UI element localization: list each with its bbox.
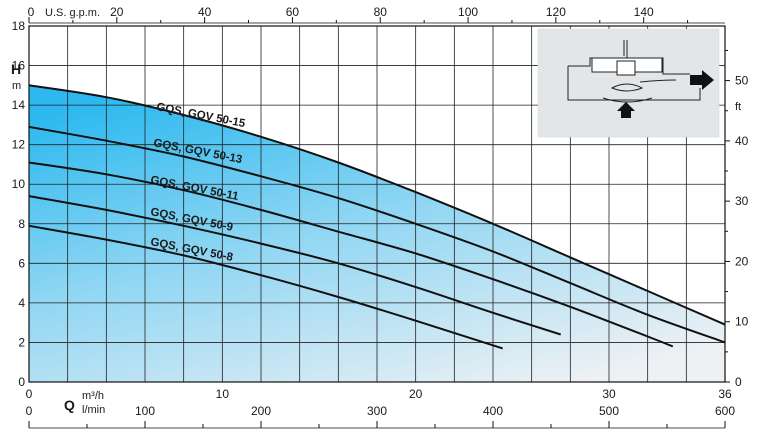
x-axis-title: Q [64,397,75,413]
inlet-arrow-icon [617,102,635,118]
x-tick-label-lmin: 100 [135,404,155,418]
x-tick-label-m3h: 30 [602,387,616,401]
x-tick-label-m3h: 0 [26,387,33,401]
y-tick-label-ft: 0 [735,375,742,389]
outlet-arrow-icon [690,70,714,90]
y-tick-label-m: 0 [18,375,25,389]
gpm-tick-label: 20 [110,5,124,19]
y-tick-label-ft: 50 [735,74,749,88]
y-axis-unit-right: ft [735,101,741,113]
y-axis-title: H [11,61,21,77]
series-line-2 [28,161,674,348]
y-tick-label-ft: 30 [735,194,749,208]
series-line-0 [28,84,726,326]
x-axis-unit-top: U.S. g.p.m. [45,7,100,19]
gpm-tick-label: 40 [198,5,212,19]
curves [28,84,726,350]
y-tick-label-m: 8 [18,217,25,231]
gpm-tick-label: 60 [286,5,300,19]
y-axis-right-ticks: 0 10 20 30 40 50 [725,49,749,389]
grid [29,26,725,382]
x-axis-m3h-ticks: 0 10 20 30 36 [26,387,732,401]
x-tick-label-lmin: 500 [599,404,619,418]
gpm-tick-label: 80 [374,5,388,19]
y-tick-label-m: 16 [12,59,26,73]
x-tick-label-lmin: 0 [26,404,33,418]
y-axis-left-ticks: 0 2 4 6 8 10 12 14 16 18 [12,19,26,389]
gpm-tick-label: 0 [28,5,35,19]
y-tick-label-ft: 40 [735,134,749,148]
x-axis-lmin-ticks: 0 100 200 300 400 500 600 [26,404,735,429]
y-tick-label-m: 2 [18,335,25,349]
y-axis-unit-left: m [12,80,21,92]
x-tick-label-lmin: 300 [367,404,387,418]
y-tick-label-m: 10 [12,177,26,191]
x-tick-label-m3h: 10 [216,387,230,401]
y-tick-label-ft: 10 [735,315,749,329]
x-tick-label-lmin: 600 [715,404,735,418]
gpm-tick-label: 140 [634,5,654,19]
gpm-tick-label: 120 [546,5,566,19]
series-line-3 [28,195,562,336]
y-tick-label-m: 12 [12,138,26,152]
plot-frame [28,25,726,383]
y-tick-label-m: 14 [12,98,26,112]
x-axis-unit-secondary: l/min [82,404,105,416]
series-line-4 [28,224,504,350]
y-tick-label-m: 6 [18,256,25,270]
x-tick-label-lmin: 200 [251,404,271,418]
pump-schematic-icon [567,40,701,103]
x-tick-label-m3h: 20 [409,387,423,401]
y-tick-label-ft: 20 [735,254,749,268]
y-tick-label-m: 4 [18,296,25,310]
x-axis-gpm-ticks: 0 20 40 60 80 100 120 140 [28,5,725,24]
x-tick-label-m3h: 36 [718,387,732,401]
x-tick-label-lmin: 400 [483,404,503,418]
gpm-tick-label: 100 [458,5,478,19]
series-line-1 [28,125,726,344]
x-axis-unit-primary: m³/h [82,390,104,402]
pump-schematic-inset [537,28,720,138]
y-tick-label-m: 18 [12,19,26,33]
